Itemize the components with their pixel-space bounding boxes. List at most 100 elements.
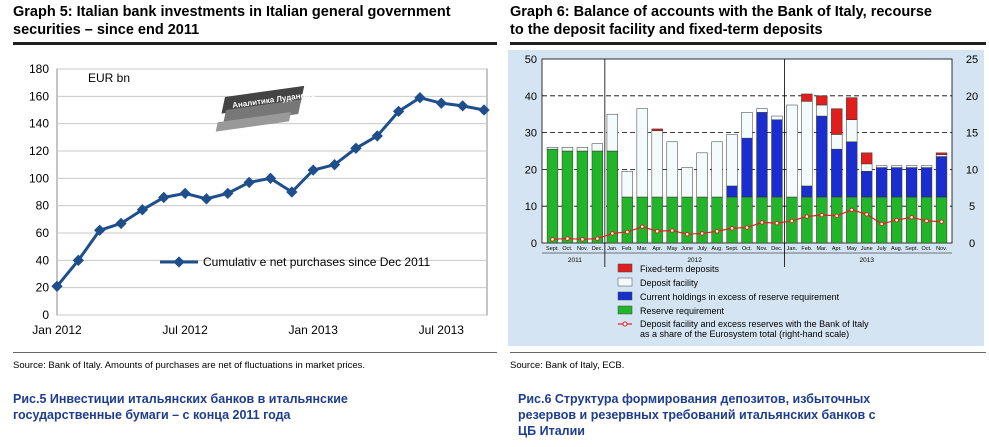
graph6-bar-fixed-term (816, 95, 828, 106)
graph6-xtick-label: Oct. (922, 246, 933, 252)
graph5-ytick-label: 140 (29, 117, 49, 131)
graph5-ytick-label: 160 (29, 89, 49, 103)
graph6-bar-deposit-facility (905, 165, 918, 168)
graph6-caption-line1: Рис.6 Структура формирования депозитов, … (518, 392, 871, 406)
graph6-bar-reserve (561, 150, 574, 244)
graph6-xtick-label: June (861, 246, 873, 252)
graph6-bar-deposit-facility (801, 101, 813, 187)
graph6-xtick-label: May (847, 246, 858, 252)
graph6-ratio-point (939, 219, 944, 224)
legend-deposit-facility: Deposit facility (640, 278, 699, 288)
graph6-bar-excess (920, 167, 933, 198)
graph6-xtick-label: Feb. (801, 246, 812, 252)
graph6-xtick-label: Dec. (771, 246, 783, 252)
graph6-bar-reserve (651, 196, 663, 244)
graph6-ratio-point (684, 231, 690, 237)
graph6-ytick-label: 20 (525, 164, 537, 176)
graph5-data-point (51, 280, 63, 292)
graph6-ratio-point (789, 218, 795, 224)
graph6-right-ytick-label: 20 (966, 91, 978, 103)
graph6-bar-reserve (576, 150, 589, 244)
graph6-bar-deposit-facility (876, 165, 888, 168)
graph6-xtick-label: Mar. (816, 246, 827, 252)
graph6-xtick-label: June (681, 246, 693, 252)
graph6-bar-deposit-facility (696, 152, 708, 198)
graph5-ytick-label: 120 (29, 144, 49, 158)
graph6-panel: Graph 6: Balance of accounts with the Ba… (506, 0, 989, 447)
graph5-xtick-label: Jan 2012 (32, 323, 82, 337)
graph5-title-line1: Graph 5: Italian bank investments in Ita… (13, 4, 451, 20)
graph6-bar-deposit-facility (890, 165, 903, 168)
graph6-bar-deposit-facility (816, 104, 828, 117)
graph5-data-point (158, 191, 170, 204)
graph5-data-point (435, 97, 447, 109)
graph6-ratio-point (550, 237, 555, 242)
graph5-source: Source: Bank of Italy. Amounts of purcha… (13, 360, 366, 371)
graph5-data-point (222, 187, 234, 200)
graph6-caption-line2: резервов и резервных требований итальянс… (518, 408, 876, 422)
graph6-title-rule (510, 42, 986, 45)
graph6-bar-reserve (606, 150, 618, 244)
graph6-bar-deposit-facility (561, 147, 574, 152)
graph5-ytick-label: 180 (29, 62, 49, 76)
graph6-bar-reserve (696, 196, 708, 244)
graph5-ytick-label: 20 (36, 281, 50, 295)
graph6-xtick-label: Sept. (546, 246, 559, 252)
graph6-bar-excess (756, 112, 768, 198)
graph6-right-ytick-label: 10 (966, 164, 978, 176)
graph6-bar-deposit-facility (666, 141, 678, 198)
graph6-bar-excess (861, 170, 873, 198)
graph6-caption-line3: ЦБ Италии (518, 424, 585, 438)
graph5-data-point (179, 187, 191, 200)
graph6-bar-deposit-facility (591, 143, 604, 152)
graph6-bar-deposit-facility (756, 108, 768, 113)
graph6-bar-reserve (876, 196, 888, 244)
graph6-right-ytick-label: 15 (966, 128, 978, 140)
graph6-bar-fixed-term (861, 152, 873, 165)
graph6-bar-fixed-term (801, 93, 813, 102)
graph6-bar-fixed-term (831, 108, 843, 135)
graph6-xtick-label: Jan. (607, 246, 618, 252)
graph6-bar-excess (876, 167, 888, 198)
graph5-legend-text: Cumulativ e net purchases since Dec 2011 (203, 255, 431, 269)
graph5-data-point (286, 186, 298, 198)
graph6-ratio-point (669, 228, 675, 233)
graph5-data-point (136, 204, 149, 216)
graph6-bar-deposit-facility (920, 165, 933, 168)
graph5-data-point (200, 193, 213, 205)
graph6-bar-excess (771, 119, 783, 198)
watermark-logo: Аналитика Лудановъ (215, 85, 316, 132)
graph6-xtick-label: May (667, 246, 678, 252)
graph6-xtick-label: Dec. (592, 246, 604, 252)
graph6-ratio-point (819, 212, 825, 218)
graph6-ratio-point (610, 231, 615, 236)
graph6-bar-reserve (711, 196, 723, 244)
graph6-xtick-label: Nov. (577, 246, 588, 252)
graph6-right-ytick-label: 5 (969, 201, 975, 213)
graph5-title-rule (13, 42, 497, 45)
graph5-title-line2: securities – since end 2011 (13, 22, 200, 38)
graph6-xtick-label: Oct. (562, 246, 573, 252)
graph6-bar-reserve (546, 148, 559, 244)
graph6-bar-deposit-facility (861, 163, 873, 172)
graph5-ytick-label: 60 (36, 226, 50, 240)
graph6-source-rule (510, 352, 986, 353)
graph6-bar-reserve (666, 196, 678, 244)
graph6-xtick-label: Nov. (757, 246, 768, 252)
graph6-ytick-label: 40 (525, 91, 537, 103)
graph6-bar-reserve (905, 196, 918, 244)
graph6-ytick-label: 50 (525, 54, 537, 66)
graph6-xtick-label: July (877, 246, 887, 252)
graph6-ytick-label: 0 (531, 238, 537, 250)
graph6-ratio-point (654, 228, 660, 234)
graph6-xtick-label: Sept. (905, 246, 918, 252)
graph6-bar-fixed-term (846, 97, 858, 120)
graph6-right-ytick-label: 25 (966, 54, 978, 66)
graph5-xtick-label: Jul 2013 (419, 323, 465, 337)
graph6-bar-reserve (801, 196, 813, 244)
graph6-bar-deposit-facility (831, 134, 843, 150)
graph5-caption-line1: Рис.5 Инвестиции итальянских банков в ит… (13, 392, 348, 406)
legend-swatch-fixed-term (617, 263, 633, 273)
graph6-bar-deposit-facility (935, 154, 948, 157)
